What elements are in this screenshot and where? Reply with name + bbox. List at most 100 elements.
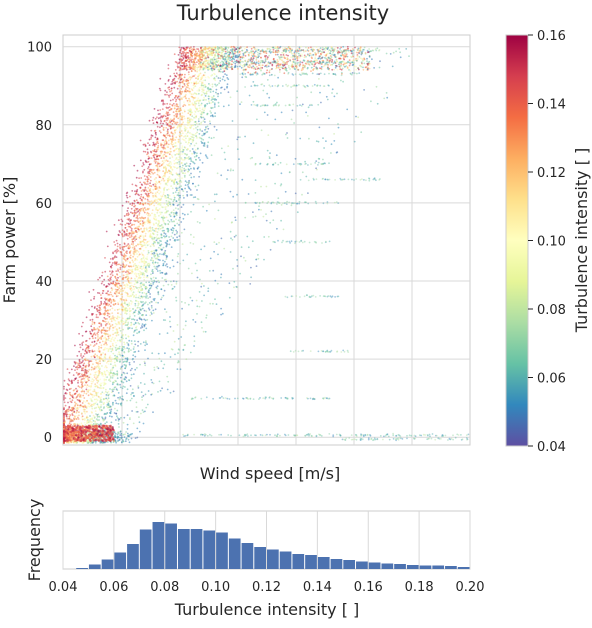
scatter-point [100, 393, 102, 395]
scatter-point [168, 68, 170, 70]
scatter-point [133, 423, 135, 425]
scatter-point [140, 244, 142, 246]
scatter-point [173, 280, 175, 282]
scatter-point [180, 157, 182, 159]
scatter-point [157, 262, 159, 264]
scatter-point [210, 115, 212, 117]
scatter-point [126, 300, 128, 302]
scatter-point [165, 83, 167, 85]
scatter-point [212, 270, 214, 272]
scatter-point [159, 88, 161, 90]
scatter-point [139, 241, 141, 243]
scatter-point [152, 201, 154, 203]
scatter-point [160, 183, 162, 185]
scatter-point [158, 237, 160, 239]
scatter-point [309, 64, 311, 66]
scatter-point [215, 46, 217, 48]
scatter-point [113, 327, 115, 329]
scatter-point [149, 293, 151, 295]
scatter-point [187, 102, 189, 104]
scatter-point [117, 377, 119, 379]
scatter-point [305, 50, 307, 52]
scatter-point [236, 286, 238, 288]
scatter-point [176, 223, 178, 225]
scatter-point [84, 384, 86, 386]
scatter-point [140, 413, 142, 415]
scatter-point [107, 294, 109, 296]
scatter-point [230, 96, 232, 98]
scatter-point [120, 430, 122, 432]
scatter-point [155, 277, 157, 279]
scatter-point [210, 89, 212, 91]
scatter-point [212, 83, 214, 85]
scatter-point [165, 258, 167, 260]
scatter-point [121, 332, 123, 334]
scatter-point [124, 246, 126, 248]
scatter-point [199, 107, 201, 109]
scatter-point [207, 157, 209, 159]
scatter-point [147, 177, 149, 179]
scatter-point [158, 229, 160, 231]
scatter-point [305, 176, 307, 178]
scatter-point [170, 148, 172, 150]
scatter-point [109, 361, 111, 363]
scatter-point [104, 271, 106, 273]
scatter-point [218, 54, 220, 56]
scatter-point [115, 386, 117, 388]
scatter-point [80, 353, 82, 355]
scatter-point [134, 220, 136, 222]
scatter-point [206, 210, 208, 212]
scatter-point [136, 185, 138, 187]
scatter-point [134, 211, 136, 213]
scatter-point [159, 109, 161, 111]
scatter-point [193, 128, 195, 130]
scatter-point [191, 194, 193, 196]
scatter-point [346, 109, 348, 111]
scatter-point [216, 243, 218, 245]
scatter-point [196, 123, 198, 125]
scatter-point [176, 62, 178, 64]
scatter-point [373, 67, 375, 69]
scatter-point [213, 251, 215, 253]
scatter-point [193, 99, 195, 101]
scatter-point [337, 47, 339, 49]
scatter-point [117, 403, 119, 405]
scatter-point [139, 271, 141, 273]
scatter-point [220, 62, 222, 64]
scatter-point [164, 203, 166, 205]
scatter-point [166, 94, 168, 96]
scatter-point [159, 155, 161, 157]
scatter-point [191, 111, 193, 113]
scatter-point [199, 110, 201, 112]
scatter-point [128, 302, 130, 304]
scatter-point [157, 147, 159, 149]
scatter-point [105, 379, 107, 381]
scatter-point [217, 84, 219, 86]
scatter-point [182, 112, 184, 114]
scatter-point [165, 265, 167, 267]
scatter-point [266, 93, 268, 95]
scatter-point [363, 59, 365, 61]
scatter-point [118, 283, 120, 285]
scatter-point [184, 229, 186, 231]
scatter-point [182, 260, 184, 262]
scatter-point [147, 254, 149, 256]
scatter-point [136, 428, 138, 430]
scatter-point [156, 116, 158, 118]
scatter-point [331, 64, 333, 66]
scatter-point [376, 86, 378, 88]
scatter-point [205, 99, 207, 101]
scatter-point [168, 144, 170, 146]
scatter-point [130, 394, 132, 396]
scatter-point [189, 104, 191, 106]
scatter-point [105, 339, 107, 341]
scatter-point [180, 50, 182, 52]
scatter-point [163, 215, 165, 217]
scatter-point [147, 148, 149, 150]
scatter-point [137, 341, 139, 343]
scatter-point [218, 102, 220, 104]
scatter-point [292, 58, 294, 60]
scatter-point [256, 59, 258, 61]
scatter-point [216, 129, 218, 131]
scatter-point [149, 182, 151, 184]
